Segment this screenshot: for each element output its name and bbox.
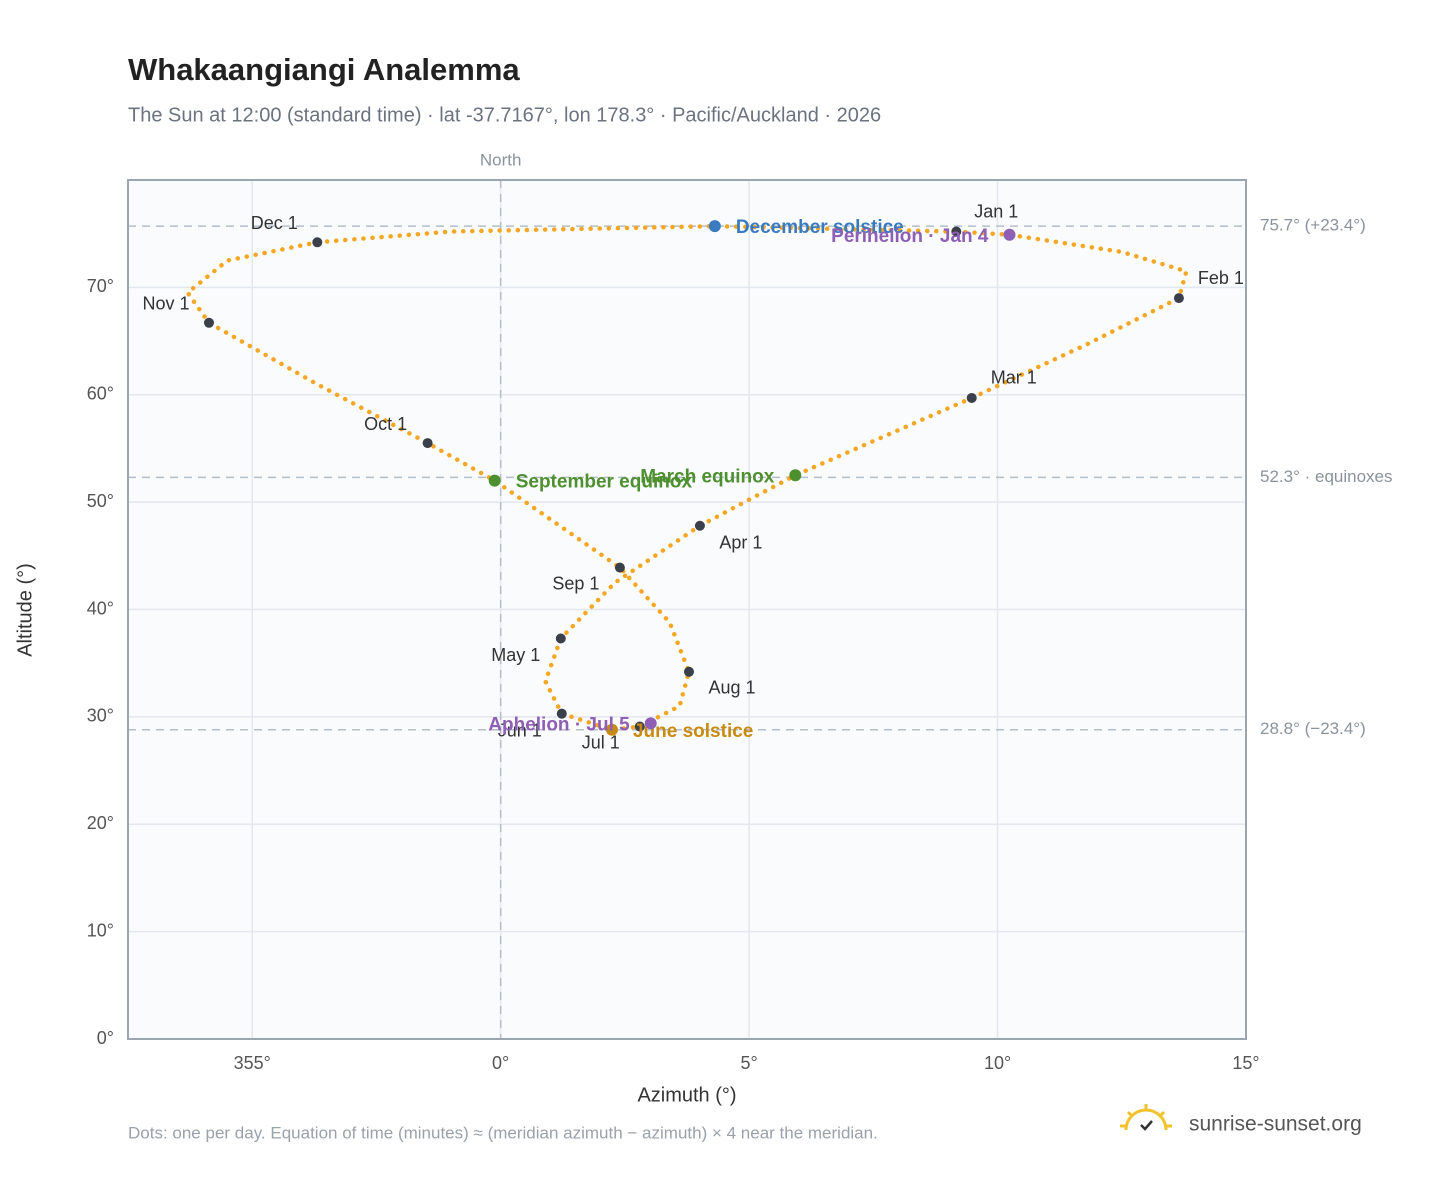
month-marker bbox=[683, 666, 694, 677]
event-marker bbox=[789, 469, 802, 482]
y-tick-label: 60° bbox=[87, 384, 114, 404]
month-label: Aug 1 bbox=[708, 678, 755, 698]
reference-label: 75.7° (+23.4°) bbox=[1260, 216, 1366, 235]
month-label: Jul 1 bbox=[582, 732, 620, 752]
event-label: March equinox bbox=[640, 466, 775, 487]
event-marker bbox=[644, 717, 657, 730]
brand: sunrise-sunset.org bbox=[1189, 1113, 1362, 1136]
y-tick-label: 70° bbox=[87, 276, 114, 296]
month-marker bbox=[422, 438, 433, 449]
chart-title: Whakaangiangi Analemma bbox=[128, 52, 520, 87]
analemma-dots bbox=[184, 223, 1190, 733]
x-tick-label: 10° bbox=[984, 1053, 1011, 1073]
month-label: Sep 1 bbox=[552, 573, 599, 593]
x-tick-label: 0° bbox=[492, 1053, 509, 1073]
event-marker bbox=[605, 723, 618, 736]
month-marker bbox=[951, 226, 962, 237]
event-marker bbox=[488, 474, 501, 487]
month-marker bbox=[203, 317, 214, 328]
y-tick-label: 20° bbox=[87, 813, 114, 833]
plot-frame bbox=[127, 179, 1247, 1040]
y-tick-label: 50° bbox=[87, 491, 114, 511]
x-axis-label: Azimuth (°) bbox=[637, 1084, 736, 1106]
y-axis-label: Altitude (°) bbox=[14, 563, 36, 657]
month-label: Jun 1 bbox=[498, 720, 542, 740]
month-label: Dec 1 bbox=[251, 213, 298, 233]
event-label: Aphelion · Jul 5 bbox=[488, 714, 630, 735]
north-label: North bbox=[480, 150, 522, 169]
month-marker bbox=[614, 562, 625, 573]
month-label: Apr 1 bbox=[719, 532, 762, 552]
month-marker bbox=[312, 237, 323, 248]
reference-label: 28.8° (−23.4°) bbox=[1260, 719, 1366, 738]
month-marker bbox=[556, 708, 567, 719]
month-marker bbox=[634, 721, 645, 732]
month-marker bbox=[694, 520, 705, 531]
month-marker bbox=[555, 633, 566, 644]
event-label: Perihelion · Jan 4 bbox=[831, 226, 989, 247]
month-label: Mar 1 bbox=[991, 368, 1037, 388]
month-label: Jan 1 bbox=[974, 201, 1018, 221]
event-label: December solstice bbox=[736, 217, 904, 238]
brand-logo bbox=[1120, 1104, 1172, 1131]
footnote: Dots: one per day. Equation of time (min… bbox=[128, 1123, 878, 1142]
event-label: September equinox bbox=[516, 472, 693, 493]
x-tick-label: 355° bbox=[234, 1053, 271, 1073]
y-tick-label: 40° bbox=[87, 598, 114, 618]
event-label: June solstice bbox=[633, 721, 753, 742]
y-tick-label: 10° bbox=[87, 920, 114, 940]
month-label: Feb 1 bbox=[1198, 268, 1244, 288]
reference-label: 52.3° · equinoxes bbox=[1260, 467, 1393, 486]
event-marker bbox=[1003, 228, 1016, 241]
y-tick-label: 0° bbox=[97, 1028, 114, 1048]
month-label: May 1 bbox=[491, 645, 540, 665]
month-label: Oct 1 bbox=[364, 414, 407, 434]
chart-subtitle: The Sun at 12:00 (standard time) · lat -… bbox=[128, 104, 881, 126]
x-tick-label: 5° bbox=[741, 1053, 758, 1073]
month-label: Nov 1 bbox=[142, 294, 189, 314]
month-marker bbox=[966, 392, 977, 403]
month-marker bbox=[1173, 293, 1184, 304]
y-tick-label: 30° bbox=[87, 706, 114, 726]
x-tick-label: 15° bbox=[1232, 1053, 1259, 1073]
event-marker bbox=[708, 220, 721, 233]
